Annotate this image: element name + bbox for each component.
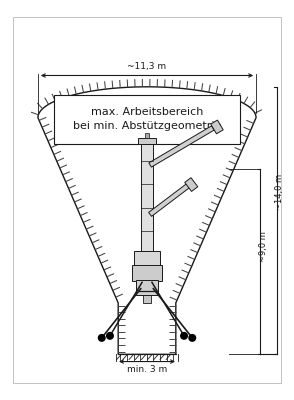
Text: ~11,3 m: ~11,3 m xyxy=(127,62,167,71)
Circle shape xyxy=(189,334,196,341)
Circle shape xyxy=(181,332,187,339)
Text: max. Arbeitsbereich
bei min. Abstützgeometrie: max. Arbeitsbereich bei min. Abstützgeom… xyxy=(73,107,221,131)
Text: min. 3 m: min. 3 m xyxy=(127,365,167,374)
Bar xyxy=(138,138,156,144)
Text: ~9,0 m: ~9,0 m xyxy=(259,231,268,262)
Bar xyxy=(136,280,158,295)
Bar xyxy=(133,252,160,266)
Bar xyxy=(131,265,162,281)
Bar xyxy=(141,144,153,252)
Text: ~14,0 m: ~14,0 m xyxy=(275,174,284,210)
Polygon shape xyxy=(185,178,198,192)
Polygon shape xyxy=(148,184,190,216)
Polygon shape xyxy=(211,120,223,134)
Bar xyxy=(143,252,151,303)
Circle shape xyxy=(98,334,105,341)
Polygon shape xyxy=(38,87,256,354)
Polygon shape xyxy=(149,126,214,167)
Circle shape xyxy=(107,332,113,339)
Bar xyxy=(145,133,149,138)
Bar xyxy=(54,95,240,144)
